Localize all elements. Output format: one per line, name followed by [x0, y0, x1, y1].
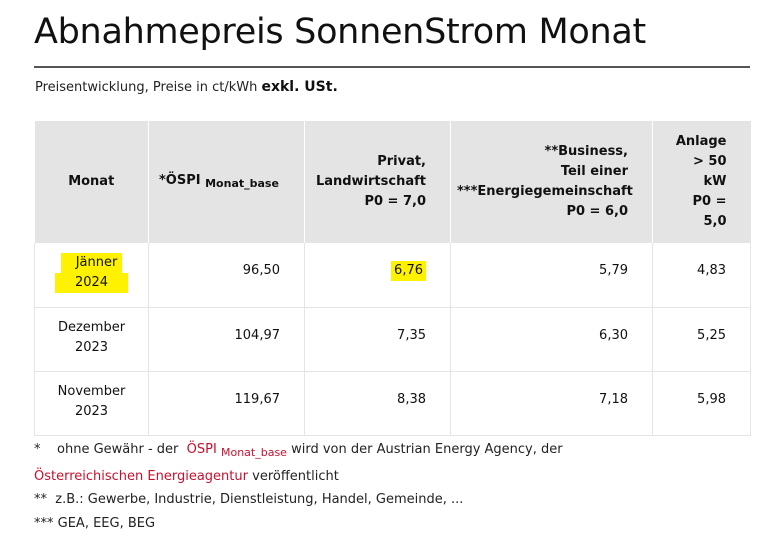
header-anlage: Anlage > 50 kW P0 = 5,0 — [652, 121, 751, 243]
cell-privat: 7,35 — [304, 307, 451, 372]
table-row: Dezember 2023 104,97 7,35 6,30 5,25 — [34, 307, 751, 372]
oespi-link[interactable]: ÖSPI Monat_base — [186, 442, 287, 459]
footnotes: * ohne Gewähr - der ÖSPI Monat_base wird… — [34, 438, 563, 535]
header-monat: Monat — [34, 121, 149, 243]
price-table: Monat *ÖSPI Monat_base Privat, Landwirts… — [34, 121, 751, 436]
cell-business: 6,30 — [450, 307, 653, 372]
cell-anlage: 5,98 — [652, 371, 751, 436]
cell-business: 7,18 — [450, 371, 653, 436]
energieagentur-link[interactable]: Österreichischen Energieagentur — [34, 468, 248, 484]
month-line-1: Jänner — [60, 253, 123, 273]
footnote-3: *** GEA, EEG, BEG — [34, 515, 156, 531]
month-line-2: 2023 — [74, 339, 109, 355]
subtitle-bold: exkl. USt. — [261, 79, 338, 95]
footnote-1: * ohne Gewähr - der ÖSPI Monat_base wird… — [34, 442, 563, 459]
cell-month: November 2023 — [34, 371, 149, 436]
highlighted-value: 6,76 — [391, 261, 426, 281]
table-row: Jänner 2024 96,50 6,76 5,79 4,83 — [34, 243, 751, 308]
month-line-2: 2023 — [74, 403, 109, 419]
title-divider — [34, 66, 750, 68]
cell-anlage: 4,83 — [652, 243, 751, 308]
cell-oespi: 96,50 — [148, 243, 305, 308]
cell-privat: 6,76 — [304, 243, 451, 308]
month-line-2: 2024 — [54, 273, 129, 293]
table-row: November 2023 119,67 8,38 7,18 5,98 — [34, 371, 751, 436]
cell-month: Jänner 2024 — [34, 243, 149, 308]
footnote-1-cont: Österreichischen Energieagentur veröffen… — [34, 468, 339, 484]
header-business: **Business, Teil einer ***Energiegemeins… — [450, 121, 653, 243]
month-line-1: Dezember — [57, 319, 126, 335]
month-line-1: November — [57, 383, 126, 399]
cell-anlage: 5,25 — [652, 307, 751, 372]
page-title: Abnahmepreis SonnenStrom Monat — [34, 12, 646, 52]
cell-oespi: 119,67 — [148, 371, 305, 436]
table-header-row: Monat *ÖSPI Monat_base Privat, Landwirts… — [34, 121, 751, 243]
cell-month: Dezember 2023 — [34, 307, 149, 372]
header-oespi: *ÖSPI Monat_base — [148, 121, 305, 243]
cell-business: 5,79 — [450, 243, 653, 308]
subtitle-text: Preisentwicklung, Preise in ct/kWh — [35, 80, 258, 95]
cell-oespi: 104,97 — [148, 307, 305, 372]
header-privat: Privat, Landwirtschaft P0 = 7,0 — [304, 121, 451, 243]
footnote-2: ** z.B.: Gewerbe, Industrie, Dienstleist… — [34, 492, 464, 507]
cell-privat: 8,38 — [304, 371, 451, 436]
subtitle: Preisentwicklung, Preise in ct/kWh exkl.… — [35, 79, 338, 95]
